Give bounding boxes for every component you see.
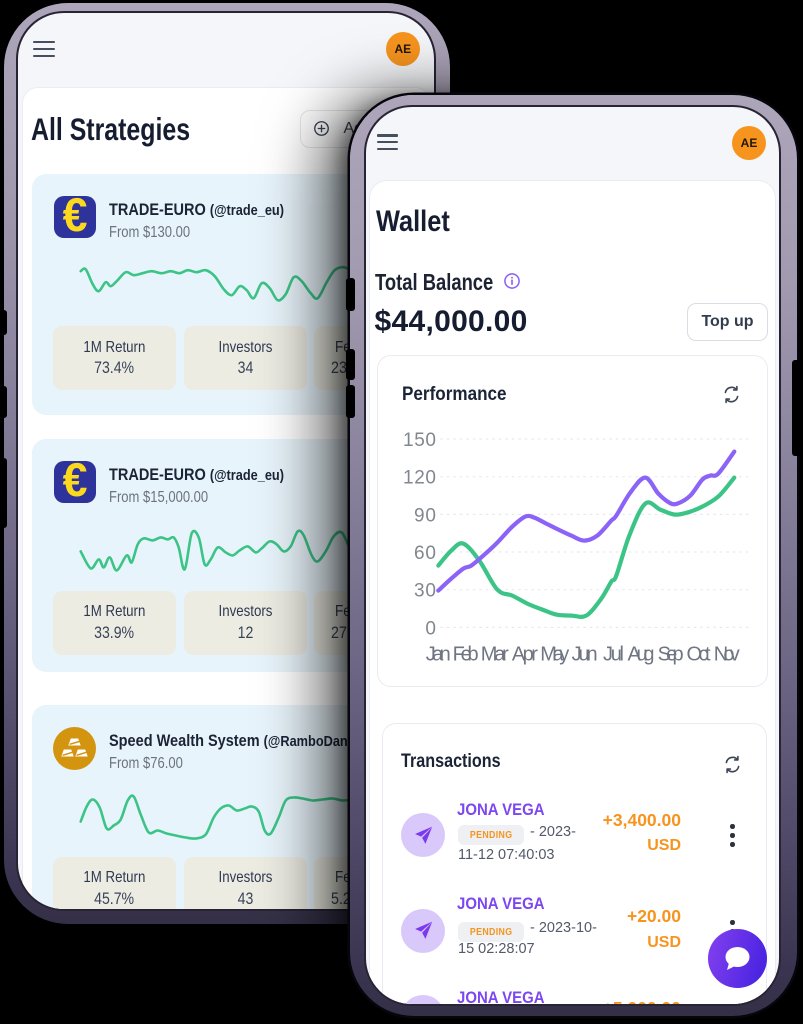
svg-text:60: 60	[414, 543, 436, 564]
svg-text:Oct: Oct	[686, 644, 710, 666]
svg-text:0: 0	[425, 619, 436, 640]
svg-text:Feb: Feb	[452, 644, 478, 666]
svg-text:Aug: Aug	[627, 644, 654, 666]
svg-text:Jul: Jul	[603, 644, 624, 666]
svg-text:150: 150	[403, 430, 436, 451]
svg-text:Mar: Mar	[480, 644, 508, 666]
svg-text:30: 30	[414, 581, 436, 602]
svg-text:Jan: Jan	[425, 644, 450, 666]
svg-text:Sep: Sep	[657, 644, 683, 666]
svg-text:Nov: Nov	[713, 644, 739, 666]
svg-text:90: 90	[414, 506, 436, 527]
svg-text:May: May	[540, 644, 569, 666]
svg-text:Jun: Jun	[571, 644, 597, 666]
svg-text:Apr: Apr	[512, 644, 538, 666]
svg-text:120: 120	[403, 468, 436, 489]
